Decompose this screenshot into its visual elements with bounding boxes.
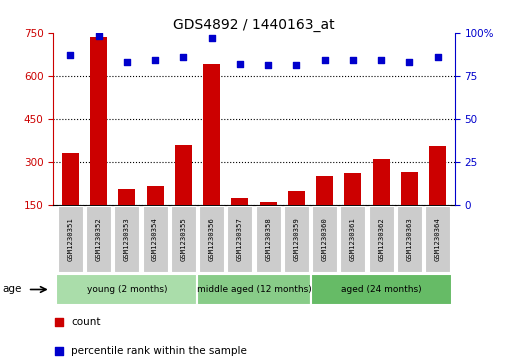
Text: GSM1230353: GSM1230353 — [124, 217, 130, 261]
Text: GSM1230355: GSM1230355 — [180, 217, 186, 261]
Text: GSM1230356: GSM1230356 — [209, 217, 214, 261]
Text: GSM1230360: GSM1230360 — [322, 217, 328, 261]
Bar — [284, 206, 309, 272]
Text: GSM1230361: GSM1230361 — [350, 217, 356, 261]
Point — [292, 62, 300, 68]
Bar — [344, 174, 361, 248]
Point — [179, 54, 187, 60]
Point — [349, 57, 357, 63]
Point — [151, 57, 159, 63]
Bar — [62, 153, 79, 248]
Text: GSM1230359: GSM1230359 — [294, 217, 299, 261]
Title: GDS4892 / 1440163_at: GDS4892 / 1440163_at — [173, 18, 335, 32]
Bar — [369, 206, 394, 272]
Bar — [260, 202, 277, 248]
Text: percentile rank within the sample: percentile rank within the sample — [72, 346, 247, 356]
Point — [264, 62, 272, 68]
Text: GSM1230364: GSM1230364 — [435, 217, 441, 261]
Text: middle aged (12 months): middle aged (12 months) — [197, 285, 311, 294]
Bar — [198, 274, 310, 305]
Point — [94, 33, 103, 39]
Point — [405, 59, 414, 65]
Point — [55, 348, 64, 354]
Text: GSM1230352: GSM1230352 — [96, 217, 102, 261]
Bar — [147, 187, 164, 248]
Text: young (2 months): young (2 months) — [86, 285, 167, 294]
Bar — [203, 64, 220, 248]
Text: GSM1230351: GSM1230351 — [67, 217, 73, 261]
Point — [434, 54, 442, 60]
Bar — [401, 172, 418, 248]
Bar — [397, 206, 422, 272]
Bar — [56, 274, 198, 305]
Point — [236, 61, 244, 67]
Text: GSM1230362: GSM1230362 — [378, 217, 384, 261]
Point — [123, 59, 131, 65]
Point — [321, 57, 329, 63]
Bar — [316, 176, 333, 248]
Bar — [199, 206, 224, 272]
Text: count: count — [72, 318, 101, 327]
Bar — [143, 206, 168, 272]
Text: GSM1230354: GSM1230354 — [152, 217, 158, 261]
Bar — [425, 206, 450, 272]
Text: GSM1230363: GSM1230363 — [406, 217, 412, 261]
Bar — [114, 206, 139, 272]
Bar — [310, 274, 452, 305]
Bar — [429, 146, 446, 248]
Text: age: age — [3, 284, 22, 294]
Bar — [86, 206, 111, 272]
Bar — [58, 206, 83, 272]
Bar — [118, 189, 135, 248]
Bar — [231, 198, 248, 248]
Bar — [256, 206, 280, 272]
Point — [66, 52, 74, 58]
Bar — [373, 159, 390, 248]
Bar — [288, 191, 305, 248]
Text: aged (24 months): aged (24 months) — [341, 285, 422, 294]
Text: GSM1230358: GSM1230358 — [265, 217, 271, 261]
Bar — [90, 37, 107, 248]
Bar — [171, 206, 196, 272]
Bar — [340, 206, 365, 272]
Point — [377, 57, 385, 63]
Bar — [228, 206, 252, 272]
Point — [208, 35, 216, 41]
Point — [55, 319, 64, 325]
Bar — [175, 145, 192, 248]
Text: GSM1230357: GSM1230357 — [237, 217, 243, 261]
Bar — [312, 206, 337, 272]
